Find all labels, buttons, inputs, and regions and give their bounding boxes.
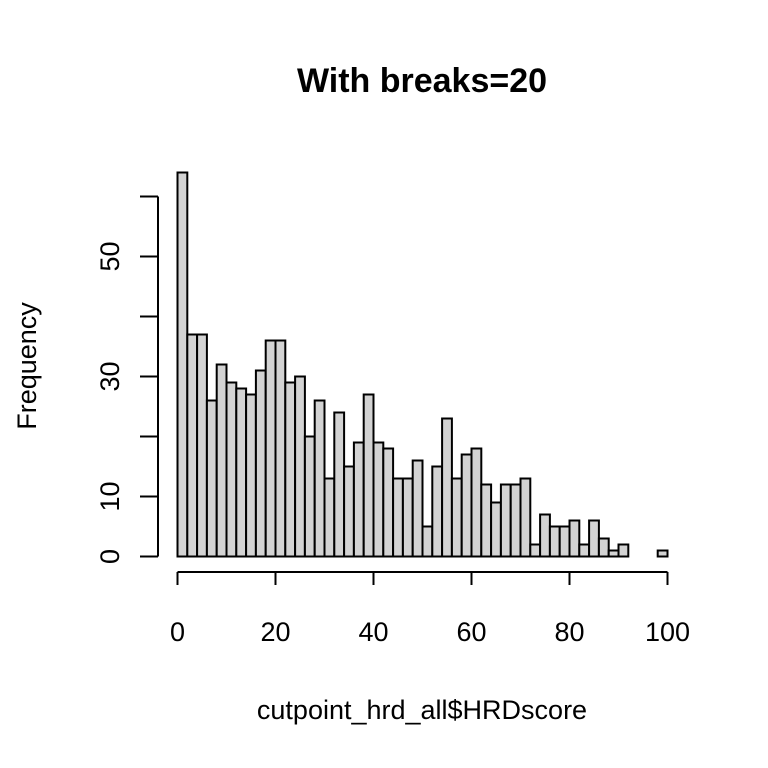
histogram-bar bbox=[431, 465, 444, 558]
histogram-bar bbox=[176, 171, 189, 558]
histogram-bar bbox=[343, 465, 355, 558]
histogram-bar bbox=[470, 447, 483, 558]
histogram-bar bbox=[303, 435, 316, 558]
histogram-bar bbox=[245, 393, 257, 558]
histogram-bar bbox=[490, 501, 502, 558]
histogram-bar bbox=[205, 399, 218, 558]
histogram-bar bbox=[186, 333, 199, 558]
y-axis-label: Frequency bbox=[12, 302, 42, 430]
histogram-bar bbox=[372, 441, 385, 558]
histogram-bar bbox=[548, 525, 561, 558]
histogram-bar bbox=[313, 399, 326, 558]
y-tick-label: 10 bbox=[95, 481, 125, 511]
histogram-bar bbox=[382, 447, 395, 558]
histogram-bar bbox=[333, 411, 346, 558]
histogram-bar bbox=[323, 477, 336, 558]
histogram-bar bbox=[441, 417, 453, 558]
histogram-bar bbox=[294, 375, 306, 558]
histogram-bar bbox=[274, 339, 287, 558]
histogram-bar bbox=[362, 393, 375, 558]
x-tick-label: 100 bbox=[645, 617, 690, 647]
histogram-bar bbox=[196, 333, 208, 558]
bars-group bbox=[176, 171, 669, 558]
histogram-bar bbox=[617, 543, 630, 558]
histogram-bar bbox=[509, 483, 522, 558]
histogram-bar bbox=[352, 441, 365, 558]
histogram-bar bbox=[656, 549, 669, 558]
histogram-bar bbox=[411, 459, 424, 558]
histogram-bar bbox=[401, 477, 414, 558]
y-axis: 0 10 30 50 bbox=[95, 195, 159, 564]
x-tick-label: 80 bbox=[554, 617, 584, 647]
histogram-bar bbox=[460, 453, 473, 558]
histogram-bar bbox=[588, 519, 600, 558]
histogram-bar bbox=[539, 513, 551, 558]
x-tick-label: 20 bbox=[260, 617, 290, 647]
histogram-bar bbox=[607, 549, 620, 558]
histogram-bar bbox=[421, 525, 434, 558]
x-axis: 0 20 40 60 80 100 bbox=[170, 571, 690, 647]
histogram-bar bbox=[558, 525, 571, 558]
histogram-bar bbox=[215, 363, 228, 558]
histogram-bar bbox=[254, 369, 267, 558]
histogram-bar bbox=[519, 477, 532, 558]
histogram-bar bbox=[578, 543, 591, 558]
chart-title: With breaks=20 bbox=[297, 62, 547, 100]
histogram-bar bbox=[529, 543, 542, 558]
x-axis-label: cutpoint_hrd_all$HRDscore bbox=[257, 695, 587, 725]
histogram-bar bbox=[264, 339, 277, 558]
histogram-bar bbox=[235, 387, 248, 558]
histogram-bar bbox=[499, 483, 512, 558]
histogram-bar bbox=[568, 519, 581, 558]
y-tick-label: 0 bbox=[95, 549, 125, 564]
histogram-bar bbox=[225, 381, 238, 558]
histogram-bar bbox=[480, 483, 493, 558]
y-tick-label: 30 bbox=[95, 361, 125, 391]
histogram-bar bbox=[450, 477, 463, 558]
histogram-bar bbox=[392, 477, 404, 558]
histogram-bar bbox=[284, 381, 297, 558]
y-tick-label: 50 bbox=[95, 241, 125, 271]
x-tick-label: 40 bbox=[358, 617, 388, 647]
x-tick-label: 0 bbox=[170, 617, 185, 647]
x-tick-label: 60 bbox=[456, 617, 486, 647]
histogram-bar bbox=[597, 537, 610, 558]
